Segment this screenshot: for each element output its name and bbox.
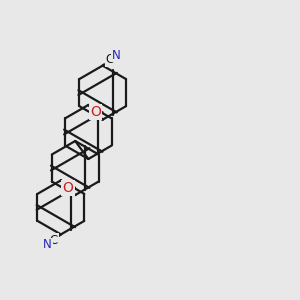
Text: N: N — [112, 49, 120, 62]
Text: C: C — [106, 53, 114, 66]
Text: O: O — [90, 105, 101, 119]
Text: C: C — [50, 234, 58, 247]
Text: N: N — [43, 238, 52, 251]
Text: O: O — [63, 181, 74, 195]
